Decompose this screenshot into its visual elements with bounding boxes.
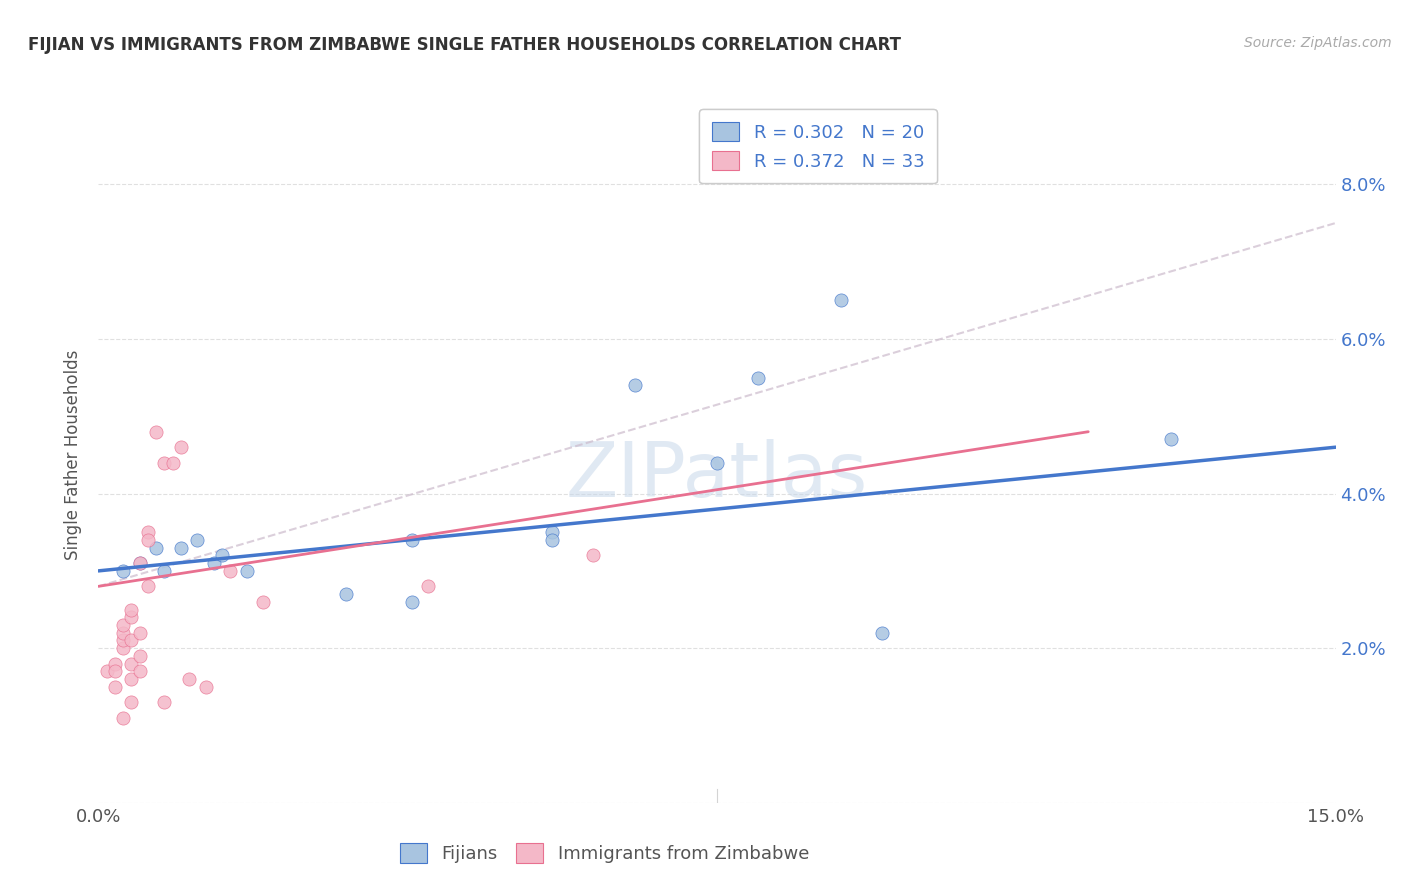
Point xyxy=(120,602,142,616)
Point xyxy=(541,533,564,547)
Point xyxy=(145,541,167,555)
Point xyxy=(219,564,242,578)
Text: Source: ZipAtlas.com: Source: ZipAtlas.com xyxy=(1244,36,1392,50)
Point xyxy=(706,456,728,470)
Point xyxy=(153,695,176,709)
Point xyxy=(112,641,135,656)
Point xyxy=(104,657,127,671)
Legend: Fijians, Immigrants from Zimbabwe: Fijians, Immigrants from Zimbabwe xyxy=(389,832,820,874)
Point xyxy=(104,665,127,679)
Point xyxy=(153,456,176,470)
Point xyxy=(128,648,150,663)
Point xyxy=(136,579,159,593)
Point xyxy=(112,633,135,648)
Point xyxy=(747,370,769,384)
Point xyxy=(112,711,135,725)
Point xyxy=(170,541,193,555)
Point xyxy=(335,587,357,601)
Point xyxy=(112,618,135,632)
Point xyxy=(112,625,135,640)
Point xyxy=(582,549,605,563)
Point xyxy=(170,440,193,454)
Point xyxy=(120,672,142,686)
Legend: R = 0.302   N = 20, R = 0.372   N = 33: R = 0.302 N = 20, R = 0.372 N = 33 xyxy=(699,109,936,183)
Point xyxy=(1160,433,1182,447)
Point xyxy=(252,595,274,609)
Point xyxy=(418,579,440,593)
Point xyxy=(541,525,564,540)
Point xyxy=(194,680,217,694)
Y-axis label: Single Father Households: Single Father Households xyxy=(65,350,83,560)
Point xyxy=(870,625,893,640)
Point xyxy=(120,695,142,709)
Point xyxy=(96,665,118,679)
Point xyxy=(128,625,150,640)
Point xyxy=(128,665,150,679)
Point xyxy=(120,610,142,624)
Point xyxy=(136,533,159,547)
Point xyxy=(401,595,423,609)
Text: ZIPatlas: ZIPatlas xyxy=(565,439,869,513)
Point xyxy=(128,556,150,570)
Point xyxy=(202,556,225,570)
Point xyxy=(128,556,150,570)
Text: FIJIAN VS IMMIGRANTS FROM ZIMBABWE SINGLE FATHER HOUSEHOLDS CORRELATION CHART: FIJIAN VS IMMIGRANTS FROM ZIMBABWE SINGL… xyxy=(28,36,901,54)
Point xyxy=(162,456,184,470)
Point xyxy=(120,633,142,648)
Point xyxy=(120,657,142,671)
Point xyxy=(153,564,176,578)
Point xyxy=(236,564,259,578)
Point xyxy=(830,293,852,308)
Point xyxy=(145,425,167,439)
Point xyxy=(179,672,201,686)
Point xyxy=(112,564,135,578)
Point xyxy=(401,533,423,547)
Point xyxy=(104,680,127,694)
Point xyxy=(623,378,645,392)
Point xyxy=(211,549,233,563)
Point xyxy=(136,525,159,540)
Point xyxy=(186,533,208,547)
